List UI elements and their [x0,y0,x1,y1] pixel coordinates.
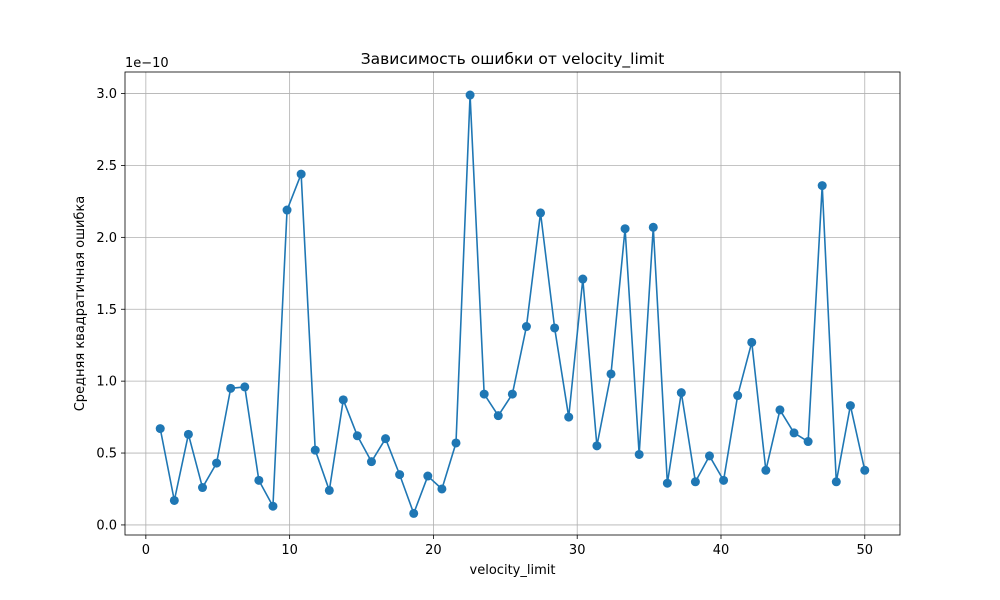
data-point [465,90,475,100]
x-axis-label: velocity_limit [470,563,556,578]
data-point [155,424,165,434]
data-point [479,389,489,399]
x-tick-label: 0 [142,543,150,558]
x-tick-label: 40 [713,543,730,558]
data-point [395,470,405,480]
data-point [183,429,193,439]
data-series [155,90,870,518]
y-tick-label: 1.0 [96,375,117,390]
x-tick-label: 50 [856,543,873,558]
data-point [719,475,729,485]
data-point [704,451,714,461]
data-point [733,391,743,401]
data-point [282,205,292,215]
data-point [493,411,503,421]
data-point [634,449,644,459]
y-tick-label: 0.0 [96,518,117,533]
data-point [296,169,306,179]
data-point [521,322,531,332]
data-point [381,434,391,444]
y-tick-label: 0.5 [96,447,117,462]
data-point [409,508,419,518]
data-point [437,484,447,494]
data-point [620,224,630,234]
data-point [169,495,179,505]
y-tick-label: 3.0 [96,87,117,102]
data-point [212,458,222,468]
data-point [198,483,207,493]
data-point [226,383,236,393]
data-point [451,438,461,448]
data-point [338,395,348,405]
data-point [254,475,264,485]
data-point [747,337,757,347]
data-point [550,323,560,333]
data-point [592,441,602,451]
grid-lines [125,72,900,535]
data-point [817,181,827,191]
chart-title: Зависимость ошибки от velocity_limit [361,50,665,69]
data-point [536,208,546,218]
data-point [606,369,616,379]
data-point [690,477,700,487]
y-tick-label: 2.0 [96,231,117,246]
data-point [423,471,433,481]
data-point [845,401,855,411]
data-point [310,445,320,455]
data-point [578,274,588,284]
x-tick-label: 10 [281,543,298,558]
data-point [324,485,334,495]
y-tick-label: 2.5 [96,159,117,174]
series-line [159,94,866,515]
data-point [761,465,771,475]
data-point [676,388,686,398]
data-point [831,477,841,487]
y-offset-label: 1e−10 [125,56,169,71]
y-axis-label: Средняя квадратичная ошибка [73,196,88,412]
data-point [268,501,278,511]
data-point [789,428,799,438]
data-point [648,222,658,232]
x-tick-label: 30 [569,543,586,558]
data-point [803,437,813,447]
data-point [860,465,870,475]
data-point [775,405,785,415]
axis-ticks: 0 10 20 30 40 50 0.0 0.5 1.0 1.5 2.0 2.5 3.0 [96,87,873,558]
data-point [366,457,376,467]
plot-frame [124,71,901,536]
data-point [507,389,517,399]
x-tick-label: 20 [425,543,442,558]
data-point [352,431,362,441]
data-point [662,478,672,488]
data-point [564,412,574,422]
data-point [240,382,250,392]
y-tick-label: 1.5 [96,303,117,318]
